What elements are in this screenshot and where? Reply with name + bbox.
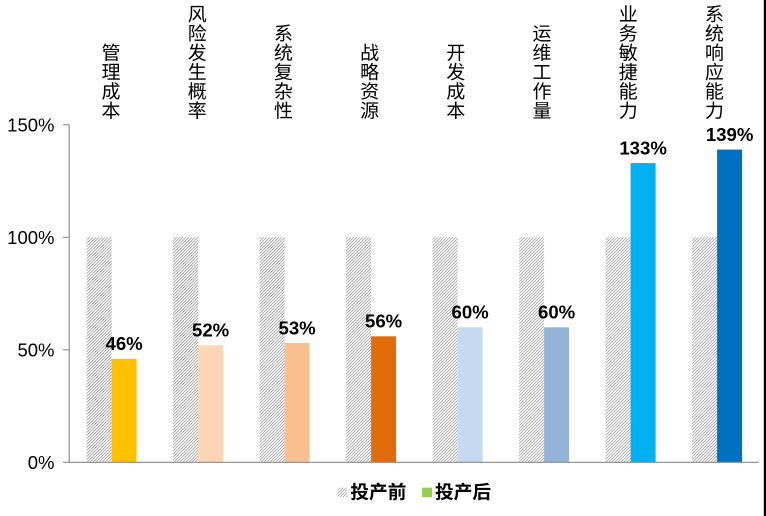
svg-text:60%: 60% [538,302,576,323]
svg-text:100%: 100% [7,227,54,248]
svg-text:56%: 56% [365,311,403,332]
svg-text:0%: 0% [28,452,55,473]
svg-text:53%: 53% [278,317,316,338]
svg-text:139%: 139% [706,124,754,145]
svg-text:150%: 150% [7,114,54,135]
svg-text:52%: 52% [192,320,230,341]
svg-text:133%: 133% [619,137,667,158]
svg-text:60%: 60% [451,302,489,323]
svg-text:46%: 46% [105,333,143,354]
svg-text:50%: 50% [17,339,54,360]
